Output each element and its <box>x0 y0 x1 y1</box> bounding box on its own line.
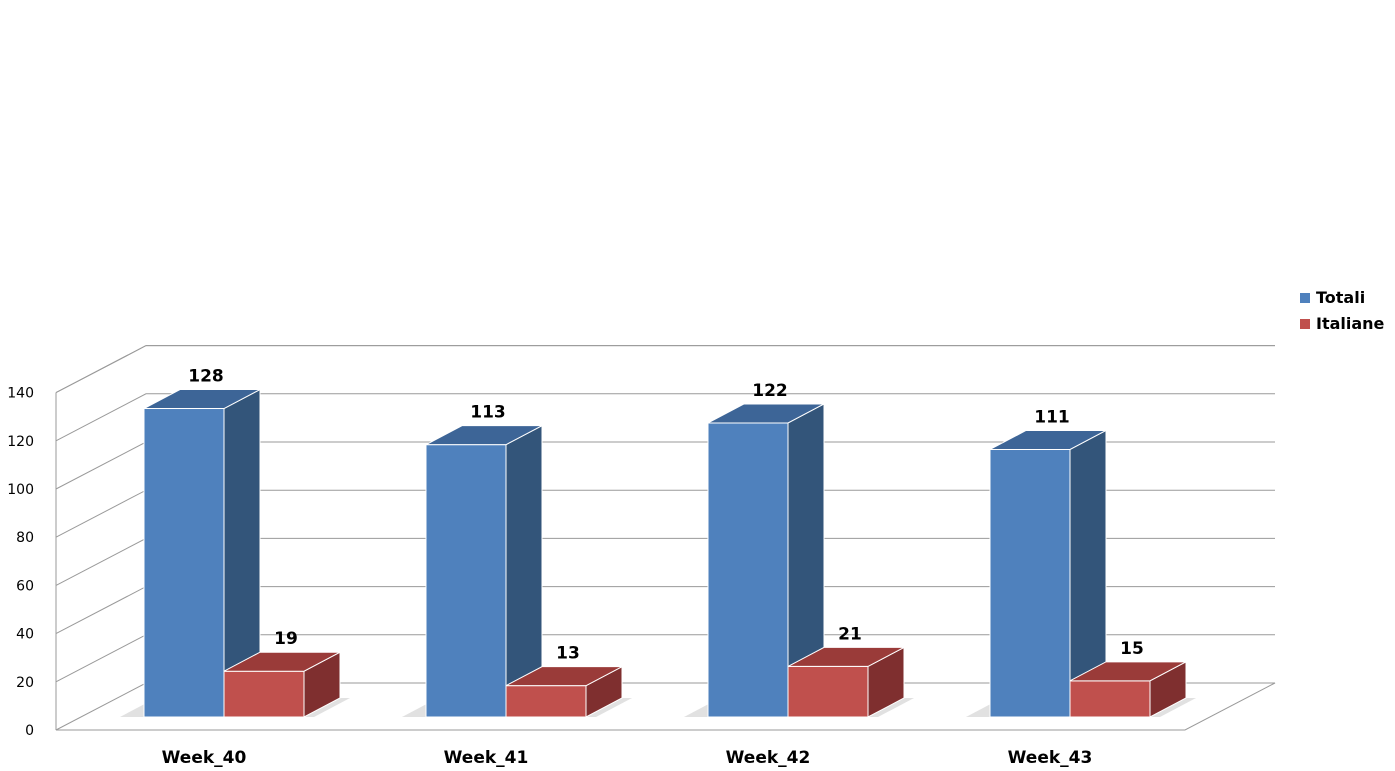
bar-top <box>223 651 341 672</box>
legend-swatch <box>1300 319 1310 329</box>
bar-totali-week_41 <box>425 424 543 718</box>
y-tick-label: 60 <box>16 578 34 594</box>
bar-italiane-week_41 <box>505 665 623 718</box>
bar-top <box>989 429 1107 450</box>
floor-outline <box>55 682 1276 731</box>
y-tick-label: 20 <box>16 675 34 691</box>
legend-label: Totali <box>1316 288 1365 307</box>
legend-item-italiane: Italiane <box>1300 314 1385 333</box>
chart-floor <box>55 682 1276 731</box>
bar-front <box>989 448 1071 718</box>
y-tick-label: 40 <box>16 627 34 643</box>
data-label: 21 <box>838 624 862 644</box>
category-labels: Week_40 Week_41 Week_42 Week_43 <box>162 748 1093 768</box>
y-tick-label: 120 <box>7 434 34 450</box>
bar-front <box>505 685 587 718</box>
data-labels: 128 19 113 13 122 21 111 15 <box>188 367 1144 664</box>
gridline <box>55 393 1275 442</box>
data-label: 13 <box>556 644 580 664</box>
bar-top <box>143 389 261 410</box>
bar-top <box>707 403 825 424</box>
x-category-label: Week_43 <box>1008 748 1093 768</box>
x-category-label: Week_42 <box>726 748 811 768</box>
legend-item-totali: Totali <box>1300 288 1365 307</box>
bar-totali-week_43 <box>989 429 1107 718</box>
bar-top <box>787 646 905 667</box>
bars <box>120 388 1196 718</box>
bar-totali-week_42 <box>707 403 825 718</box>
bar-front <box>1069 680 1151 718</box>
bar-front <box>425 444 507 718</box>
legend: Totali Italiane <box>1300 288 1385 333</box>
bar-top <box>505 666 623 687</box>
bar-top <box>1069 661 1187 682</box>
data-label: 128 <box>188 367 224 387</box>
y-tick-label: 0 <box>25 723 34 739</box>
bar-front <box>143 408 225 718</box>
x-category-label: Week_40 <box>162 748 247 768</box>
data-label: 122 <box>752 381 788 401</box>
bar-front <box>707 422 789 718</box>
x-category-label: Week_41 <box>444 748 529 768</box>
bar-italiane-week_43 <box>1069 661 1187 718</box>
y-tick-label: 100 <box>7 482 34 498</box>
data-label: 15 <box>1120 639 1144 659</box>
y-tick-label: 140 <box>7 386 34 402</box>
bar-front <box>787 665 869 718</box>
legend-swatch <box>1300 293 1310 303</box>
bar-italiane-week_42 <box>787 646 905 718</box>
data-label: 113 <box>470 403 506 423</box>
legend-label: Italiane <box>1316 314 1385 333</box>
y-axis-ticks: 0 20 40 60 80 100 120 140 <box>7 386 34 739</box>
data-label: 19 <box>274 629 298 649</box>
bar-italiane-week_40 <box>223 651 341 718</box>
bar-front <box>223 670 305 718</box>
data-label: 111 <box>1034 407 1070 427</box>
bar-top <box>425 425 543 446</box>
bar-totali-week_40 <box>143 388 261 718</box>
gridline <box>55 345 1275 394</box>
y-tick-label: 80 <box>16 530 34 546</box>
